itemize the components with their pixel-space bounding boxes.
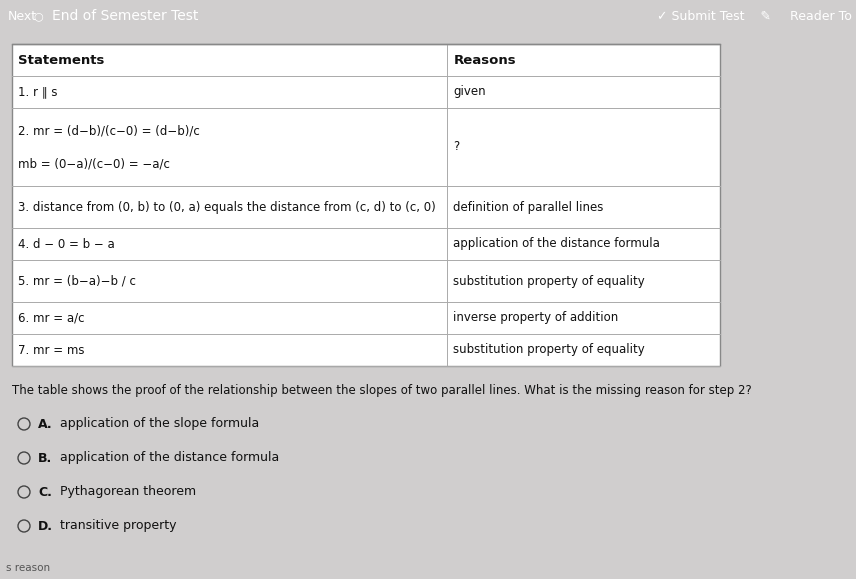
Text: substitution property of equality: substitution property of equality [454,343,645,357]
Text: D.: D. [38,519,53,533]
Text: definition of parallel lines: definition of parallel lines [454,200,603,214]
Text: ?: ? [454,141,460,153]
Text: 4. d − 0 = b − a: 4. d − 0 = b − a [18,237,115,251]
Bar [12,186,448,228]
Text: inverse property of addition: inverse property of addition [454,312,619,324]
Bar [448,76,720,108]
Bar [12,76,448,108]
Bar [448,260,720,302]
Bar [12,228,448,260]
Bar [12,302,448,334]
Bar [448,334,720,366]
Text: ✓ Submit Test    ✎: ✓ Submit Test ✎ [657,9,771,23]
Text: application of the distance formula: application of the distance formula [60,452,279,464]
Bar [448,108,720,186]
Text: C.: C. [38,486,52,499]
Bar [12,44,720,366]
Text: substitution property of equality: substitution property of equality [454,274,645,288]
Text: given: given [454,86,486,98]
Bar [12,44,448,76]
Text: Reader To: Reader To [790,9,852,23]
Text: s reason: s reason [6,563,51,573]
Bar [12,260,448,302]
Text: 1. r ∥ s: 1. r ∥ s [18,86,57,98]
Bar [448,228,720,260]
Text: Pythagorean theorem: Pythagorean theorem [60,486,196,499]
Bar [448,44,720,76]
Bar [448,186,720,228]
Text: transitive property: transitive property [60,519,176,533]
Text: Reasons: Reasons [454,53,516,67]
Text: application of the slope formula: application of the slope formula [60,417,259,431]
Bar [448,302,720,334]
Text: Next: Next [8,9,37,23]
Text: application of the distance formula: application of the distance formula [454,237,660,251]
Text: The table shows the proof of the relationship between the slopes of two parallel: The table shows the proof of the relatio… [12,384,752,397]
Text: Statements: Statements [18,53,104,67]
Text: ○: ○ [33,11,43,21]
Text: mb = (0−a)/(c−0) = −a/c: mb = (0−a)/(c−0) = −a/c [18,157,169,171]
Text: 7. mr = ms: 7. mr = ms [18,343,85,357]
Text: 6. mr = a/c: 6. mr = a/c [18,312,85,324]
Text: 3. distance from (0, b) to (0, a) equals the distance from (c, d) to (c, 0): 3. distance from (0, b) to (0, a) equals… [18,200,436,214]
Text: 2. mr = (d−b)/(c−0) = (d−b)/c: 2. mr = (d−b)/(c−0) = (d−b)/c [18,125,199,138]
Text: End of Semester Test: End of Semester Test [52,9,199,23]
Bar [12,334,448,366]
Text: 5. mr = (b−a)−b / c: 5. mr = (b−a)−b / c [18,274,136,288]
Text: B.: B. [38,452,52,464]
Bar [12,108,448,186]
Text: A.: A. [38,417,52,431]
